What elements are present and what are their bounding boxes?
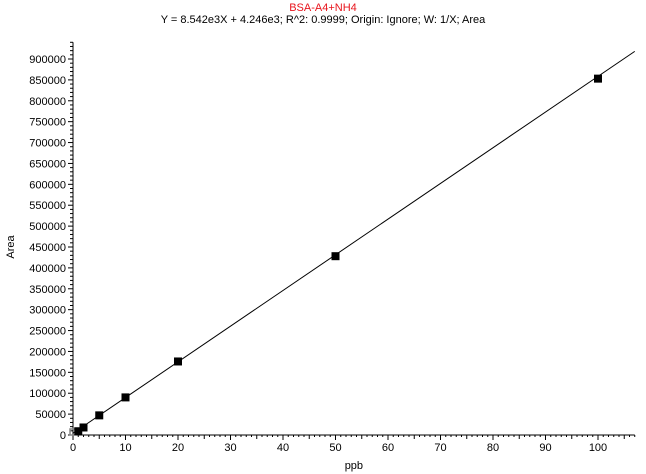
y-tick-label: 700000	[29, 138, 66, 150]
y-tick-label: 50000	[35, 409, 66, 421]
x-tick-label: 20	[172, 442, 184, 454]
data-point	[174, 357, 182, 366]
x-tick-label: 50	[329, 442, 341, 454]
y-tick-label: 400000	[29, 263, 66, 275]
x-tick-label: 70	[434, 442, 446, 454]
chart-subtitle: Y = 8.542e3X + 4.246e3; R^2: 0.9999; Ori…	[160, 14, 486, 26]
x-tick-label: 80	[487, 442, 499, 454]
y-tick-label: 250000	[29, 326, 66, 338]
x-tick-label: 30	[224, 442, 236, 454]
x-tick-label: 10	[119, 442, 131, 454]
y-tick-label: 300000	[29, 305, 66, 317]
fit-line	[72, 50, 636, 434]
x-tick-label: 90	[539, 442, 551, 454]
data-point	[79, 423, 88, 432]
y-tick-label: 800000	[29, 96, 66, 108]
y-tick-label: 850000	[29, 75, 66, 87]
y-tick-label: 550000	[29, 200, 66, 212]
data-point	[95, 411, 104, 420]
x-axis-label: ppb	[345, 460, 363, 472]
y-axis-label: Area	[5, 235, 17, 259]
x-tick-label: 100	[589, 442, 607, 454]
y-tick-label: 0	[60, 430, 66, 442]
y-tick-label: 150000	[29, 367, 66, 379]
y-tick-label: 200000	[29, 346, 66, 358]
y-tick-label: 450000	[29, 242, 66, 254]
y-tick-label: 100000	[29, 388, 66, 400]
x-tick-label: 0	[70, 442, 76, 454]
y-tick-label: 900000	[29, 54, 66, 66]
y-tick-label: 350000	[29, 284, 66, 296]
chart-title: BSA-A4+NH4	[289, 2, 357, 14]
y-tick-label: 600000	[29, 179, 66, 191]
y-tick-label: 750000	[29, 117, 66, 129]
data-point	[121, 393, 130, 402]
data-point	[74, 427, 83, 436]
data-point	[594, 74, 602, 83]
y-tick-label: 650000	[29, 158, 66, 170]
y-tick-label: 500000	[29, 221, 66, 233]
data-point	[331, 252, 340, 261]
x-tick-label: 40	[277, 442, 289, 454]
x-tick-label: 60	[382, 442, 394, 454]
